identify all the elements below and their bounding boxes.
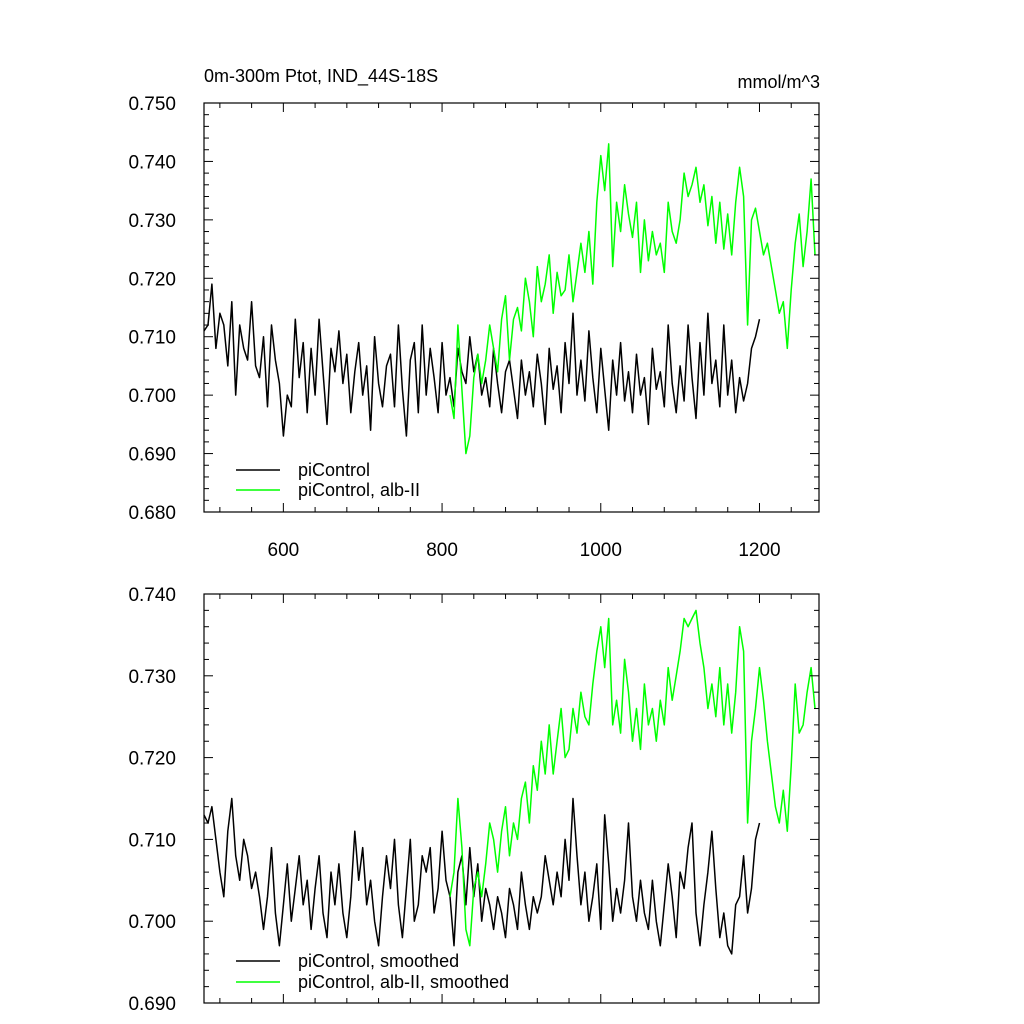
y-tick-label: 0.730	[128, 211, 176, 232]
y-tick-label: 0.740	[128, 585, 176, 606]
top-chart-panel: 0m-300m Ptot, IND_44S-18S mmol/m^3 0.680…	[128, 66, 820, 561]
x-tick-label: 800	[426, 540, 458, 561]
legend-label-picontrol-smoothed: piControl, smoothed	[298, 951, 459, 971]
y-tick-label: 0.700	[128, 386, 176, 407]
legend-label-picontrol: piControl	[298, 460, 370, 480]
y-tick-label: 0.710	[128, 830, 176, 851]
top-series-layer	[203, 143, 816, 455]
series-line-0-1	[449, 143, 816, 455]
x-tick-label: 1000	[580, 540, 622, 561]
y-tick-label: 0.720	[128, 749, 176, 770]
legend-label-alb-ii-smoothed: piControl, alb-II, smoothed	[298, 972, 509, 992]
y-tick-label: 0.680	[128, 503, 176, 524]
bottom-series-layer	[203, 609, 816, 955]
top-ticks-layer: 0.680 0.690 0.700 0.710 0.720 0.730 0.740 0.750…	[128, 94, 819, 561]
bottom-chart-panel: 0.690 0.700 0.710 0.720 0.730 0.740 piControl…	[128, 585, 820, 1015]
y-tick-label: 0.690	[128, 994, 176, 1015]
legend-label-alb-ii: piControl, alb-II	[298, 480, 420, 500]
units-label: mmol/m^3	[738, 72, 820, 92]
x-tick-label: 1200	[738, 540, 780, 561]
bottom-plot-frame	[203, 593, 820, 1004]
series-line-1-0	[203, 797, 761, 955]
y-tick-label: 0.690	[128, 445, 176, 466]
series-line-0-0	[203, 283, 761, 437]
top-legend: piControl piControl, alb-II	[236, 460, 420, 500]
y-tick-label: 0.720	[128, 269, 176, 290]
chart-title: 0m-300m Ptot, IND_44S-18S	[204, 66, 438, 87]
x-tick-label: 600	[268, 540, 300, 561]
y-tick-label: 0.730	[128, 667, 176, 688]
bottom-ticks-layer: 0.690 0.700 0.710 0.720 0.730 0.740	[128, 585, 819, 1015]
y-tick-label: 0.700	[128, 912, 176, 933]
y-tick-label: 0.710	[128, 328, 176, 349]
y-tick-label: 0.750	[128, 94, 176, 115]
bottom-legend: piControl, smoothed piControl, alb-II, s…	[236, 951, 509, 992]
top-plot-frame	[203, 102, 820, 513]
y-tick-label: 0.740	[128, 152, 176, 173]
series-line-1-1	[449, 609, 816, 947]
